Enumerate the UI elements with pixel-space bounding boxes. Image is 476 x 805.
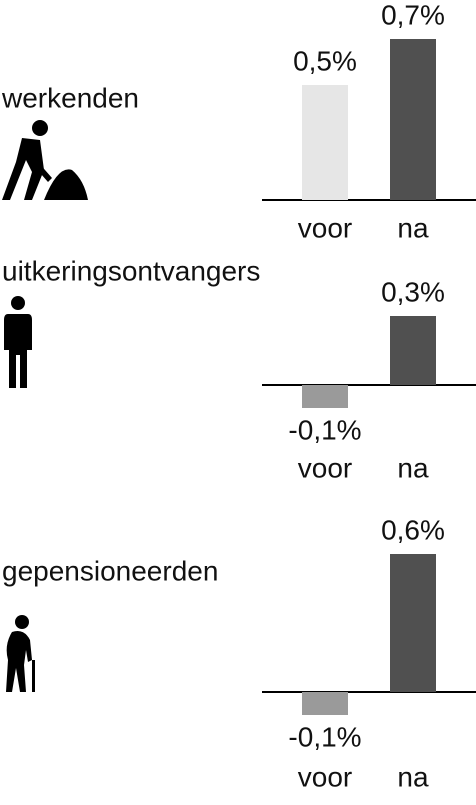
value-label: 0,3% — [381, 276, 445, 307]
value-label: -0,1% — [288, 414, 361, 445]
value-label: 0,7% — [381, 0, 445, 30]
value-label: 0,5% — [293, 45, 357, 76]
category-label: na — [397, 761, 429, 792]
category-label: na — [397, 212, 429, 243]
category-label: voor — [298, 452, 352, 483]
chart-title: uitkeringsontvangers — [2, 255, 260, 286]
value-label: -0,1% — [288, 721, 361, 752]
bar — [302, 692, 348, 715]
category-label: voor — [298, 212, 352, 243]
category-label: na — [397, 452, 429, 483]
elderly-icon — [6, 615, 35, 692]
chart-title: werkenden — [1, 82, 139, 113]
bar — [302, 85, 348, 200]
bar — [390, 39, 436, 200]
bar — [302, 385, 348, 408]
chart-title: gepensioneerden — [2, 555, 218, 586]
worker-icon — [2, 120, 88, 200]
bar — [390, 316, 436, 385]
person-icon — [4, 296, 32, 388]
bar — [390, 554, 436, 692]
value-label: 0,6% — [381, 514, 445, 545]
category-label: voor — [298, 761, 352, 792]
